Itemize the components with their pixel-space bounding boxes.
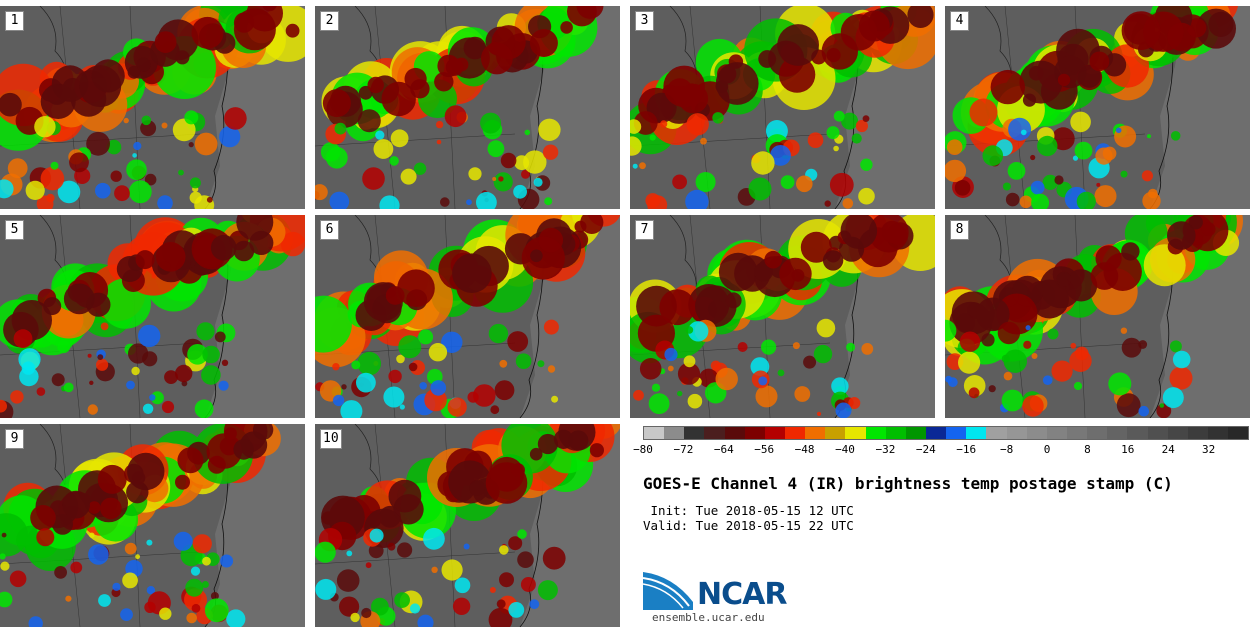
colorbar-cell	[885, 427, 906, 439]
colorbar-ticks: −80 −72 −64 −56 −48 −40 −32 −24 −16 −8 0 8 16 24 32	[633, 443, 1249, 459]
postage-stamp-panel: 5	[0, 215, 305, 418]
colorbar-tick-label: 0	[1043, 443, 1051, 456]
panel-label: 2	[320, 11, 339, 31]
colorbar-cell	[845, 427, 866, 439]
postage-stamp-panel: 7	[630, 215, 935, 418]
ncar-logo-icon	[643, 572, 693, 610]
colorbar-cell	[644, 427, 665, 439]
figure-title: GOES-E Channel 4 (IR) brightness temp po…	[643, 474, 1173, 493]
postage-stamp-panel: 10	[315, 424, 620, 627]
colorbar-cell	[1207, 427, 1229, 439]
colorbar-tick-label: 32	[1201, 443, 1216, 456]
colorbar-cell	[1147, 427, 1168, 439]
panel-label: 5	[5, 220, 24, 240]
colorbar-tick-label: −16	[956, 443, 977, 456]
colorbar-tick-label: 16	[1121, 443, 1135, 456]
ir-satellite-map	[945, 6, 1250, 209]
colorbar-tick-label: −72	[673, 443, 694, 456]
postage-stamp-panel: 9	[0, 424, 305, 627]
source-url: ensemble.ucar.edu	[652, 611, 765, 624]
colorbar-cell	[1087, 427, 1108, 439]
colorbar-cell	[1066, 427, 1088, 439]
colorbar-cell	[784, 427, 806, 439]
colorbar-cell	[925, 427, 947, 439]
colorbar-tick-label: −64	[713, 443, 734, 456]
colorbar-cell	[704, 427, 725, 439]
postage-stamp-panel: 6	[315, 215, 620, 418]
valid-time: Valid: Tue 2018-05-15 22 UTC	[643, 518, 854, 533]
ncar-logo-text: NCAR	[697, 577, 787, 612]
colorbar-tick-label: −24	[915, 443, 936, 456]
colorbar-tick-label: −32	[875, 443, 896, 456]
colorbar-tick-label: −56	[754, 443, 775, 456]
colorbar-tick-label: −48	[794, 443, 815, 456]
ir-satellite-map	[630, 215, 935, 418]
panel-label: 7	[635, 220, 654, 240]
panel-label: 10	[320, 429, 342, 449]
colorbar-cell	[946, 427, 967, 439]
ir-satellite-map	[0, 215, 305, 418]
colorbar-tick-label: −8	[999, 443, 1014, 456]
colorbar-cell	[664, 427, 685, 439]
colorbar-tick-label: −80	[633, 443, 653, 456]
colorbar-cell	[805, 427, 826, 439]
init-time: Init: Tue 2018-05-15 12 UTC	[643, 503, 854, 518]
colorbar	[643, 426, 1249, 440]
colorbar-cell	[1107, 427, 1128, 439]
postage-stamp-panel: 2	[315, 6, 620, 209]
ir-satellite-map	[315, 215, 620, 418]
panel-label: 1	[5, 11, 24, 31]
colorbar-cell	[1228, 427, 1249, 439]
panel-label: 6	[320, 220, 339, 240]
postage-stamp-panel: 4	[945, 6, 1250, 209]
colorbar-tick-label: 24	[1161, 443, 1175, 456]
colorbar-cell	[825, 427, 846, 439]
colorbar-cell	[865, 427, 886, 439]
panel-label: 3	[635, 11, 654, 31]
colorbar-cell	[1006, 427, 1027, 439]
colorbar-cell	[764, 427, 785, 439]
postage-stamp-panel: 1	[0, 6, 305, 209]
colorbar-tick-label: −40	[835, 443, 855, 456]
colorbar-cell	[1046, 427, 1067, 439]
ir-satellite-map	[0, 424, 305, 627]
ir-satellite-map	[315, 6, 620, 209]
colorbar-cell	[1167, 427, 1188, 439]
ir-satellite-map	[945, 215, 1250, 418]
postage-stamp-panel: 8	[945, 215, 1250, 418]
ir-satellite-map	[315, 424, 620, 627]
colorbar-cell	[1127, 427, 1148, 439]
colorbar-cell	[684, 427, 705, 439]
colorbar-cell	[986, 427, 1007, 439]
colorbar-cell	[1026, 427, 1047, 439]
ir-satellite-map	[0, 6, 305, 209]
panel-label: 4	[950, 11, 969, 31]
colorbar-cell	[744, 427, 765, 439]
colorbar-tick-label: 8	[1084, 443, 1091, 456]
colorbar-cell	[966, 427, 987, 439]
colorbar-cell	[724, 427, 745, 439]
colorbar-cell	[1187, 427, 1208, 439]
panel-label: 9	[5, 429, 24, 449]
colorbar-cell	[905, 427, 926, 439]
panel-label: 8	[950, 220, 969, 240]
postage-stamp-panel: 3	[630, 6, 935, 209]
ir-satellite-map	[630, 6, 935, 209]
